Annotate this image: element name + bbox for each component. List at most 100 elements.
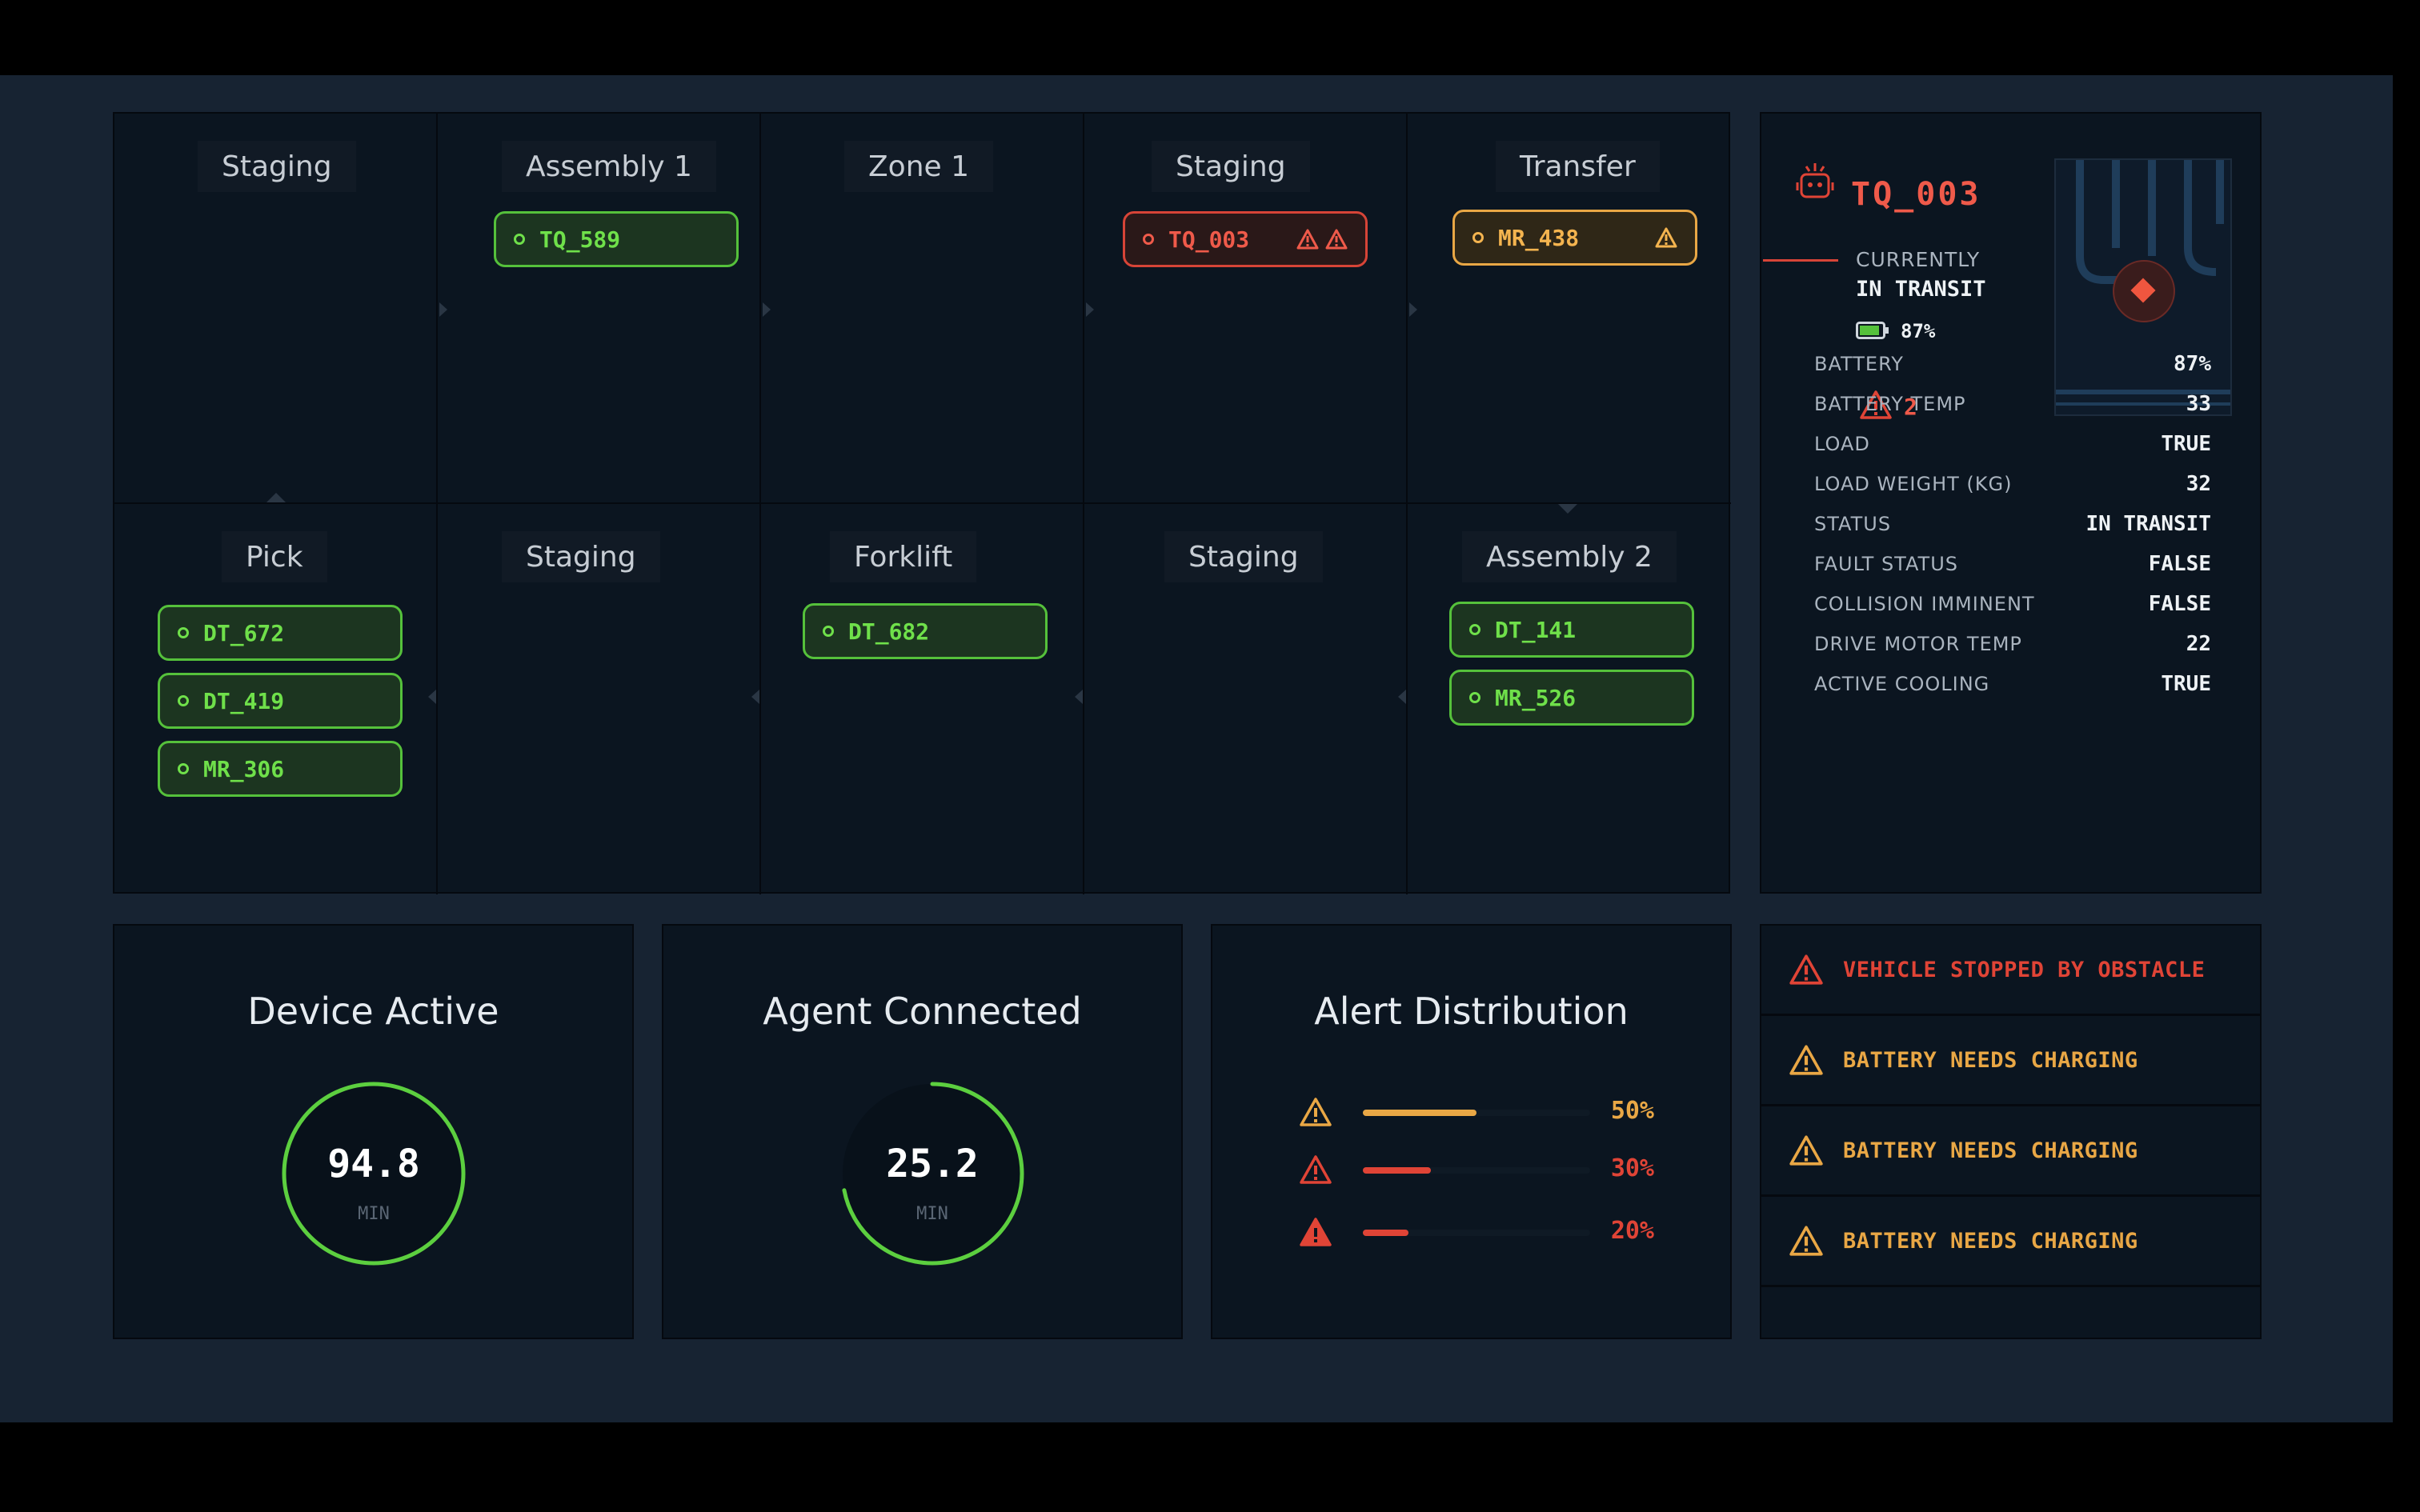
- stat-row: ACTIVE COOLING TRUE: [1814, 666, 2211, 702]
- card-title: Device Active: [247, 990, 499, 1033]
- robot-detail-panel: TQ_003 CURRENTLY IN TRANSIT 87% 2 BATTER…: [1760, 112, 2262, 894]
- robot-chip[interactable]: TQ_589: [494, 211, 739, 267]
- robot-id: TQ_003: [1168, 226, 1250, 253]
- robot-chip[interactable]: DT_419: [158, 673, 403, 729]
- flow-arrow-icon: [763, 302, 771, 317]
- distribution-percent: 20%: [1610, 1217, 1654, 1245]
- zone-cell[interactable]: Assembly 1 TQ_589: [438, 114, 761, 504]
- status-dot-icon: [514, 234, 525, 245]
- zone-cell[interactable]: Forklift DT_682: [761, 504, 1084, 894]
- robot-id: MR_526: [1495, 684, 1577, 711]
- flow-arrow-icon: [428, 690, 436, 704]
- status-dot-icon: [178, 695, 189, 706]
- alert-item[interactable]: VEHICLE STOPPED BY OBSTACLE: [1761, 926, 2260, 1016]
- alert-text: BATTERY NEEDS CHARGING: [1843, 1138, 2138, 1163]
- zone-cell[interactable]: Assembly 2 DT_141 MR_526: [1408, 504, 1731, 894]
- gauge-ring: [840, 1082, 1024, 1266]
- alert-item[interactable]: BATTERY NEEDS CHARGING: [1761, 1016, 2260, 1106]
- stat-row: BATTERY 87%: [1814, 346, 2211, 382]
- alert-count: 2: [1904, 394, 1917, 420]
- zone-label: Transfer: [1496, 141, 1660, 192]
- distribution-row: 30%: [1299, 1150, 1654, 1190]
- warning-icon: [1789, 1135, 1823, 1166]
- flow-arrow-icon: [266, 493, 286, 502]
- alert-distribution-card: Alert Distribution 50% 30% 20%: [1211, 924, 1732, 1339]
- floor-map-icon: [2056, 160, 2230, 406]
- warning-icon: [1296, 229, 1319, 250]
- gauge-unit: MIN: [358, 1204, 390, 1224]
- robot-map-thumbnail[interactable]: [2054, 158, 2232, 416]
- robot-id: MR_438: [1498, 224, 1580, 251]
- status-dot-icon: [823, 626, 834, 637]
- stat-value: TRUE: [2161, 672, 2211, 696]
- zone-label: Staging: [502, 531, 660, 582]
- status-dot-icon: [1143, 234, 1154, 245]
- stat-value: 87%: [2174, 352, 2211, 376]
- warning-icon: [1300, 1098, 1332, 1126]
- device-active-card: Device Active 94.8 MIN: [113, 924, 634, 1339]
- robot-chip[interactable]: MR_438: [1452, 210, 1697, 266]
- distribution-percent: 50%: [1610, 1097, 1654, 1125]
- status-dot-icon: [1472, 232, 1484, 243]
- stat-value: IN TRANSIT: [2085, 512, 2211, 536]
- alert-item[interactable]: BATTERY NEEDS CHARGING: [1761, 1106, 2260, 1197]
- stat-value: 33: [2186, 392, 2211, 416]
- robot-id: DT_141: [1495, 616, 1577, 643]
- distribution-track: [1363, 1167, 1590, 1174]
- robot-id: DT_419: [203, 687, 285, 714]
- alert-text: BATTERY NEEDS CHARGING: [1843, 1228, 2138, 1254]
- flow-arrow-icon: [1075, 690, 1083, 704]
- stat-value: 22: [2186, 632, 2211, 656]
- distribution-row: 20%: [1299, 1212, 1654, 1252]
- status-dot-icon: [1469, 692, 1480, 703]
- robot-chip[interactable]: MR_526: [1449, 670, 1694, 726]
- stat-row: COLLISION IMMINENT FALSE: [1814, 586, 2211, 622]
- zone-grid: Staging Assembly 1 TQ_589 Zone 1 Staging…: [113, 112, 1731, 894]
- robot-id: MR_306: [203, 755, 285, 782]
- device-active-gauge: 94.8 MIN: [278, 1078, 470, 1270]
- gauge-value: 25.2: [886, 1142, 979, 1186]
- zone-cell[interactable]: Pick DT_672 DT_419 MR_306: [114, 504, 438, 894]
- zone-cell[interactable]: Zone 1: [761, 114, 1084, 504]
- distribution-track: [1363, 1110, 1590, 1116]
- flow-arrow-icon: [439, 302, 447, 317]
- robot-chip[interactable]: DT_672: [158, 605, 403, 661]
- stat-value: TRUE: [2161, 432, 2211, 456]
- robot-chip[interactable]: TQ_003: [1123, 211, 1368, 267]
- critical-warning-icon: [1300, 1218, 1332, 1246]
- zone-cell[interactable]: Staging: [114, 114, 438, 504]
- warning-icon: [1655, 227, 1677, 248]
- robot-chip[interactable]: DT_682: [803, 603, 1048, 659]
- card-title: Agent Connected: [763, 990, 1082, 1033]
- alert-text: BATTERY NEEDS CHARGING: [1843, 1047, 2138, 1073]
- stat-value: FALSE: [2148, 552, 2211, 576]
- distribution-fill: [1363, 1167, 1432, 1174]
- zone-label: Staging: [198, 141, 356, 192]
- warning-icon: [1860, 390, 1892, 419]
- stat-value: 32: [2186, 472, 2211, 496]
- warning-icon: [1789, 1226, 1823, 1256]
- zone-cell[interactable]: Staging: [1084, 504, 1408, 894]
- stat-label: STATUS: [1814, 513, 1892, 535]
- alert-item[interactable]: BATTERY NEEDS CHARGING: [1761, 1197, 2260, 1287]
- zone-label: Zone 1: [844, 141, 993, 192]
- stat-label: BATTERY TEMP: [1814, 393, 1966, 415]
- robot-chip[interactable]: MR_306: [158, 741, 403, 797]
- battery-value: 87%: [1901, 320, 1936, 342]
- stat-label: DRIVE MOTOR TEMP: [1814, 633, 2022, 655]
- status-dot-icon: [1469, 624, 1480, 635]
- robot-chip[interactable]: DT_141: [1449, 602, 1694, 658]
- alerts-list: VEHICLE STOPPED BY OBSTACLE BATTERY NEED…: [1760, 924, 2262, 1339]
- flow-arrow-icon: [1398, 690, 1406, 704]
- warning-icon: [1300, 1155, 1332, 1184]
- zone-cell[interactable]: Staging: [438, 504, 761, 894]
- agent-connected-card: Agent Connected 25.2 MIN: [662, 924, 1183, 1339]
- zone-label: Forklift: [830, 531, 977, 582]
- distribution-track: [1363, 1230, 1590, 1236]
- stat-label: ACTIVE COOLING: [1814, 673, 1990, 695]
- robot-id-title: TQ_003: [1851, 176, 1981, 213]
- alert-text: VEHICLE STOPPED BY OBSTACLE: [1843, 957, 2206, 982]
- zone-cell[interactable]: Transfer MR_438: [1408, 114, 1731, 504]
- zone-cell[interactable]: Staging TQ_003: [1084, 114, 1408, 504]
- gauge-unit: MIN: [916, 1204, 948, 1224]
